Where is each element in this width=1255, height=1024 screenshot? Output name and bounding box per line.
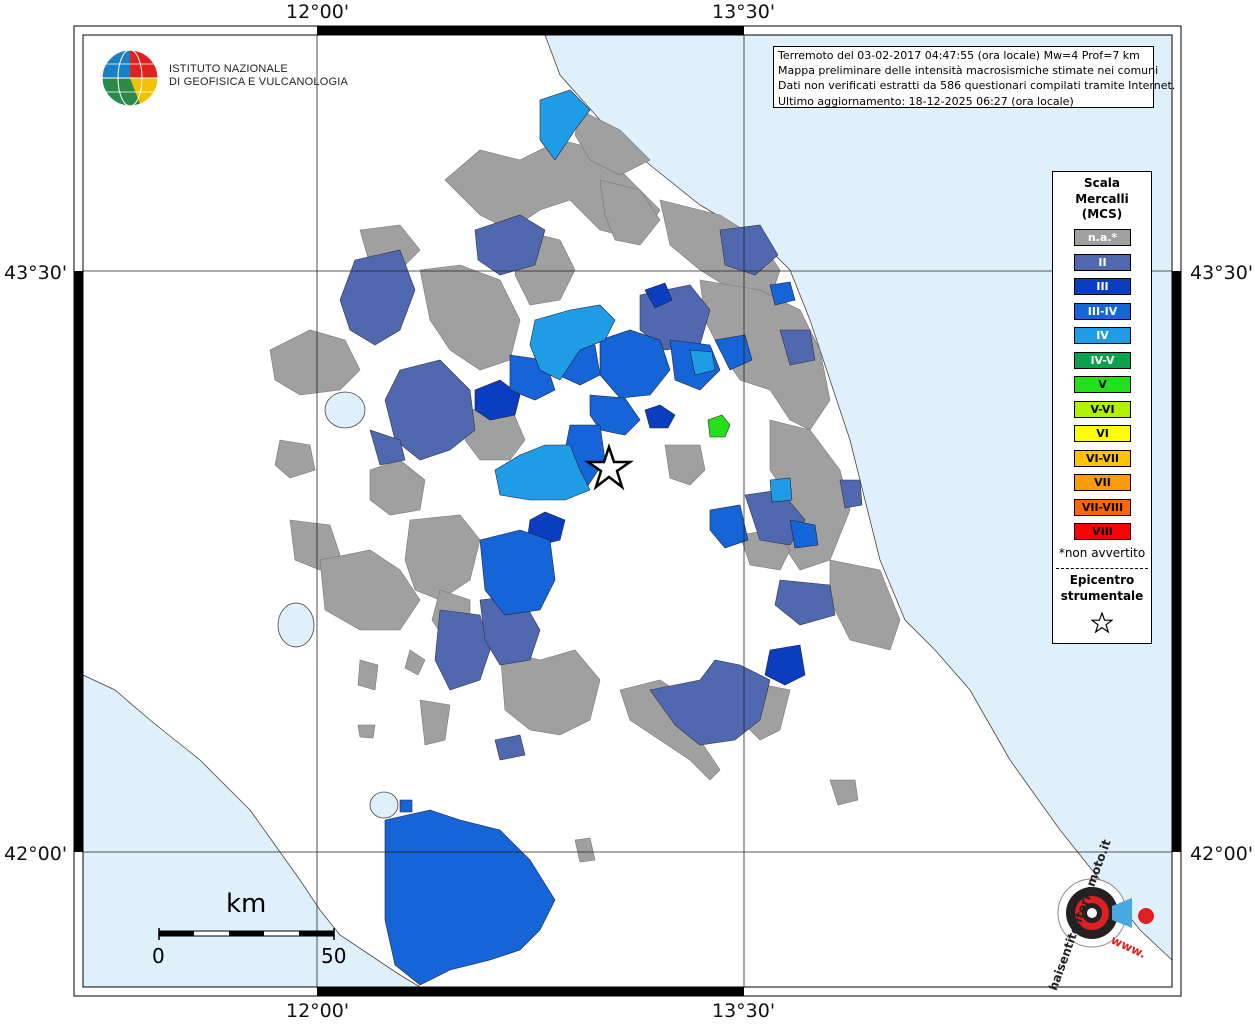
legend-item-2: III xyxy=(1074,278,1131,295)
municipality-v xyxy=(707,414,731,438)
legend-item-6: V xyxy=(1074,376,1131,393)
lon-label-bottom-2: 13°30' xyxy=(712,1000,776,1022)
legend-item-8: VI xyxy=(1074,425,1131,442)
legend-title-1: Scala xyxy=(1083,176,1121,190)
municipalities-iv xyxy=(494,89,793,503)
legend-note: *non avvertito xyxy=(1058,546,1146,560)
info-line-3: Dati non verificati estratti da 586 ques… xyxy=(778,79,1176,93)
legend-item-7: V-VI xyxy=(1074,400,1131,418)
legend-item-12: VIII xyxy=(1074,523,1131,540)
municipalities-na xyxy=(269,109,901,863)
hst-logo-www: www. xyxy=(1108,932,1149,962)
info-line-1: Terremoto del 03-02-2017 04:47:55 (ora l… xyxy=(778,49,1140,62)
lon-label-top-2: 13°30' xyxy=(712,1,776,23)
lat-label-right-2: 42°00' xyxy=(1190,843,1254,865)
legend-separator xyxy=(1056,568,1148,569)
legend-item-1: II xyxy=(1074,253,1131,271)
scale-bar-unit: km xyxy=(226,889,267,919)
info-line-2: Mappa preliminare delle intensità macros… xyxy=(778,64,1159,78)
intensity-legend: Scala Mercalli (MCS) n.a.* II III III-IV IV I… xyxy=(1052,171,1152,644)
legend-item-3: III-IV xyxy=(1074,302,1131,320)
municipalities-ii xyxy=(339,214,863,761)
epicenter-star xyxy=(583,443,635,491)
legend-title-3: (MCS) xyxy=(1081,207,1123,221)
legend-item-10: VII xyxy=(1074,474,1131,491)
legend-star-icon xyxy=(1091,612,1113,634)
ingv-logo-text: ISTITUTO NAZIONALE DI GEOFISICA E VULCAN… xyxy=(169,63,348,89)
map-grid xyxy=(83,35,1172,987)
legend-title-2: Mercalli xyxy=(1075,191,1129,206)
event-info-box: Terremoto del 03-02-2017 04:47:55 (ora l… xyxy=(773,46,1176,108)
legend-item-9: VI-VII xyxy=(1074,449,1131,467)
scale-bar xyxy=(158,928,335,940)
ingv-line-2: DI GEOFISICA E VULCANOLOGIA xyxy=(169,76,348,88)
legend-item-4: IV xyxy=(1074,327,1131,344)
lon-label-top-1: 12°00' xyxy=(286,1,350,23)
legend-item-0: n.a.* xyxy=(1074,229,1131,246)
info-line-4: Ultimo aggiornamento: 18-12-2025 06:27 (… xyxy=(778,94,1074,108)
hst-logo-icon xyxy=(1057,878,1154,948)
legend-epicenter-2: strumentale xyxy=(1060,589,1144,603)
ingv-line-1: ISTITUTO NAZIONALE xyxy=(169,63,288,75)
ingv-globe-icon xyxy=(101,49,159,107)
scale-bar-max: 50 xyxy=(321,944,347,968)
lake-bracciano xyxy=(369,791,399,819)
lat-label-left-1: 43°30' xyxy=(4,262,68,284)
lat-label-left-2: 42°00' xyxy=(4,843,68,865)
lake-trasimeno xyxy=(324,391,366,429)
legend-item-5: IV-V xyxy=(1074,351,1131,369)
legend-epicenter-1: Epicentro xyxy=(1069,573,1135,587)
frame-bars xyxy=(74,26,1181,996)
legend-title: Scala Mercalli (MCS) xyxy=(1053,176,1151,223)
legend-epicenter: Epicentro strumentale xyxy=(1053,572,1151,604)
hst-logo-text: www. haisentitoilterremoto.it xyxy=(1030,838,1190,993)
lon-label-bottom-1: 12°00' xyxy=(286,1000,350,1022)
lat-label-right-1: 43°30' xyxy=(1190,262,1254,284)
scale-bar-min: 0 xyxy=(152,944,165,968)
lake-bolsena xyxy=(277,602,315,648)
legend-item-11: VII-VIII xyxy=(1074,498,1131,516)
municipalities-iii-iv xyxy=(384,281,819,986)
